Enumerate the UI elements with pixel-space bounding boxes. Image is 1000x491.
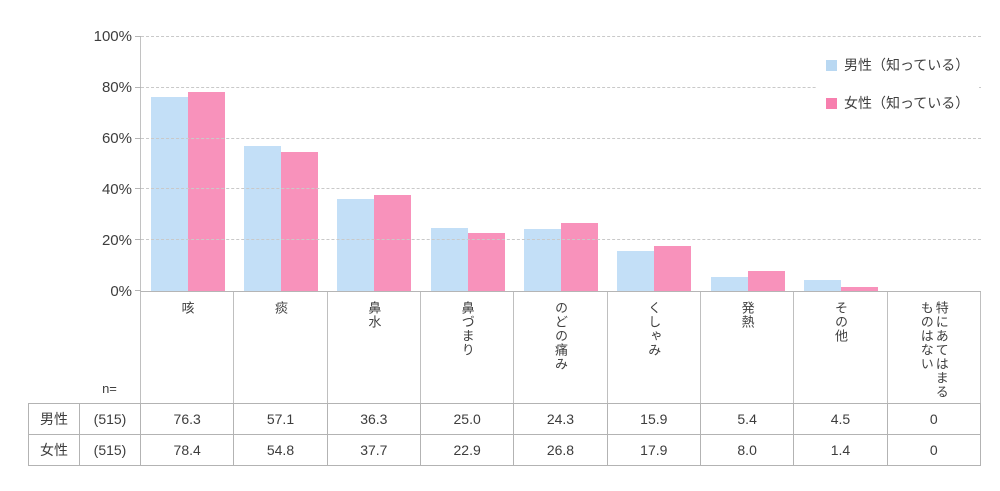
category-cell: 鼻づまり — [421, 292, 515, 403]
y-tick-mark — [135, 290, 141, 291]
y-tick-mark — [135, 188, 141, 190]
bar — [280, 151, 318, 291]
value-cell: 15.9 — [606, 403, 701, 435]
n-value: (515) — [79, 434, 141, 466]
data-table: 男性 (515) 76.3 57.1 36.3 25.0 24.3 15.9 5.4 4.5 0 女性… — [28, 403, 982, 466]
category-label: その他 — [832, 301, 848, 343]
y-tick-mark — [135, 86, 141, 88]
bar — [840, 287, 878, 291]
value-cell: 37.7 — [326, 434, 421, 466]
bar — [374, 195, 412, 291]
bar-group — [234, 37, 327, 291]
y-tick-label: 40% — [101, 181, 132, 198]
x-axis-category-labels: 咳 痰 鼻水 鼻づまり のどの痛み くしゃみ 発熱 その他 特にあてはまる ものはない — [140, 292, 981, 403]
category-cell: 咳 — [141, 292, 235, 403]
category-label: のどの痛み — [552, 301, 568, 371]
bar — [654, 245, 692, 291]
bar — [467, 232, 505, 291]
y-tick-label: 80% — [101, 79, 132, 96]
y-tick-label: 100% — [93, 28, 132, 45]
value-cell: 22.9 — [419, 434, 515, 466]
bar-group — [421, 37, 514, 291]
legend-swatch-icon — [826, 97, 837, 109]
value-cell: 8.0 — [699, 434, 795, 466]
value-cell: 0 — [886, 434, 982, 466]
table-row: 男性 (515) 76.3 57.1 36.3 25.0 24.3 15.9 5.4 4.5 0 — [28, 403, 982, 435]
legend: 男性（知っている） 女性（知っている） — [816, 49, 980, 119]
category-label: 鼻づまり — [459, 301, 475, 357]
gridline — [141, 36, 981, 37]
bar-group — [514, 37, 607, 291]
y-tick-label: 60% — [101, 130, 132, 147]
category-cell: 痰 — [234, 292, 328, 403]
row-label: 男性 — [28, 403, 80, 435]
bar-group — [141, 37, 234, 291]
y-tick-mark — [135, 239, 141, 241]
category-label: 咳 — [179, 301, 195, 315]
bar — [747, 270, 785, 291]
gridline — [141, 137, 981, 139]
y-tick-label: 20% — [101, 232, 132, 249]
legend-swatch-icon — [826, 59, 837, 71]
category-label: 特にあてはまる ものはない — [918, 301, 949, 399]
legend-item: 女性（知っている） — [826, 91, 969, 115]
bar — [430, 227, 468, 291]
bar — [187, 91, 225, 291]
legend-item: 男性（知っている） — [826, 53, 969, 77]
category-cell: 発熱 — [701, 292, 795, 403]
value-cell: 25.0 — [419, 403, 515, 435]
bar-group — [701, 37, 794, 291]
bar — [243, 145, 281, 291]
bar-group — [794, 37, 887, 291]
category-cell: その他 — [794, 292, 888, 403]
category-label: 鼻水 — [366, 301, 382, 329]
category-cell: 特にあてはまる ものはない — [888, 292, 981, 403]
bar-group — [608, 37, 701, 291]
y-tick-mark — [135, 137, 141, 139]
table-row: 女性 (515) 78.4 54.8 37.7 22.9 26.8 17.9 8.0 1.4 0 — [28, 434, 982, 466]
y-tick-label: 0% — [110, 283, 132, 300]
value-cell: 78.4 — [139, 434, 235, 466]
value-cell: 17.9 — [606, 434, 701, 466]
legend-label: 女性（知っている） — [844, 95, 970, 111]
value-cell: 1.4 — [793, 434, 888, 466]
category-cell: くしゃみ — [608, 292, 701, 403]
legend-label: 男性（知っている） — [844, 57, 970, 73]
value-cell: 26.8 — [513, 434, 608, 466]
data-table-body: 男性 (515) 76.3 57.1 36.3 25.0 24.3 15.9 5.4 4.5 0 女性… — [28, 403, 982, 466]
plot-area — [135, 36, 981, 292]
bar-groups — [141, 37, 981, 291]
bar — [803, 279, 841, 291]
bar — [710, 277, 748, 291]
value-cell: 36.3 — [326, 403, 421, 435]
n-equals-label: n= — [102, 381, 117, 396]
category-cell: のどの痛み — [514, 292, 608, 403]
y-tick-mark — [135, 36, 141, 37]
bar — [150, 97, 188, 291]
value-cell: 54.8 — [233, 434, 328, 466]
gridline — [141, 86, 981, 88]
value-cell: 0 — [886, 403, 982, 435]
gridline — [141, 239, 981, 241]
row-label: 女性 — [28, 434, 80, 466]
value-cell: 4.5 — [793, 403, 888, 435]
y-axis-labels: 0% 20% 40% 60% 80% 100% — [40, 29, 132, 300]
category-cell: 鼻水 — [328, 292, 421, 403]
n-value: (515) — [79, 403, 141, 435]
bar — [337, 198, 375, 291]
category-label: 発熱 — [739, 301, 755, 329]
bar-group — [328, 37, 421, 291]
value-cell: 24.3 — [513, 403, 608, 435]
value-cell: 76.3 — [139, 403, 235, 435]
category-label: くしゃみ — [646, 301, 662, 357]
bar — [617, 250, 655, 291]
bar — [560, 222, 598, 291]
value-cell: 57.1 — [233, 403, 328, 435]
category-label: 痰 — [272, 301, 288, 315]
value-cell: 5.4 — [699, 403, 795, 435]
gridline — [141, 188, 981, 190]
